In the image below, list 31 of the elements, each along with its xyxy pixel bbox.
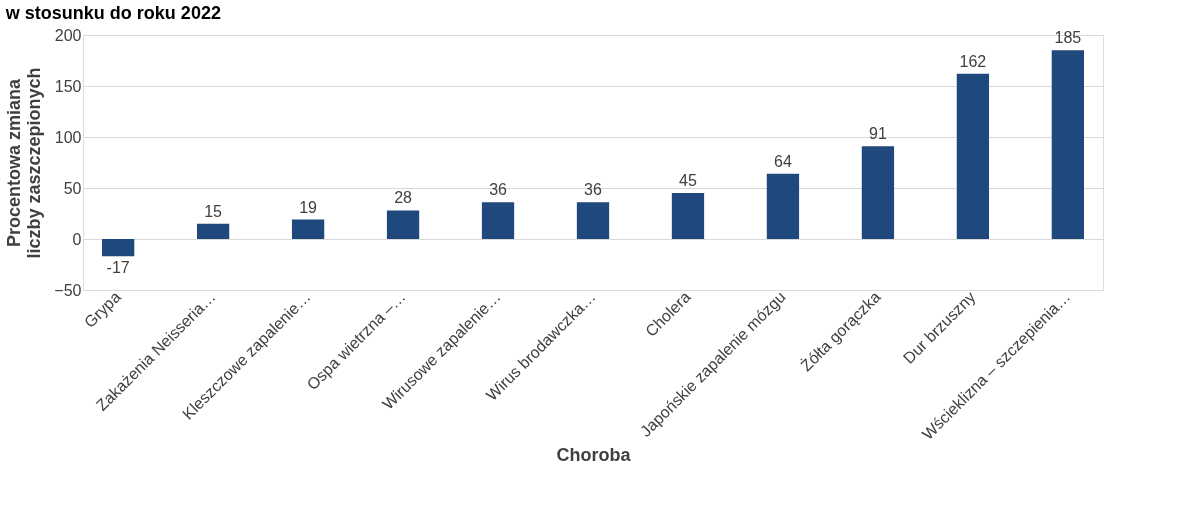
chart-title: w stosunku do roku 2022	[4, 3, 221, 23]
bar	[101, 239, 135, 257]
x-axis-title: Choroba	[556, 444, 632, 465]
y-axis-title: Procentowa zmiana liczby zaszczepionych	[4, 67, 45, 259]
y-tick-label: −50	[54, 281, 82, 299]
data-label: 36	[584, 181, 602, 199]
bar	[576, 202, 610, 239]
bar	[671, 193, 705, 239]
bar	[386, 210, 420, 239]
data-label: 28	[394, 189, 413, 207]
bar	[196, 223, 230, 239]
y-tick-label: 200	[54, 26, 82, 44]
data-label: 19	[299, 198, 318, 216]
bar	[291, 219, 325, 239]
y-tick-label: 50	[63, 179, 82, 197]
y-tick-label: 100	[54, 128, 82, 146]
data-label: 45	[679, 172, 697, 190]
y-tick-label: 150	[54, 77, 82, 95]
y-tick-label: 0	[72, 230, 82, 248]
bar	[481, 202, 515, 239]
data-label: -17	[106, 259, 130, 277]
data-label: 91	[869, 125, 887, 143]
data-label: 36	[489, 181, 508, 199]
data-label: 185	[1054, 29, 1082, 47]
bar	[861, 146, 895, 239]
data-label: 64	[774, 152, 792, 170]
data-label: 162	[959, 52, 987, 70]
bar	[1051, 50, 1085, 239]
bar	[956, 73, 990, 239]
bar	[766, 173, 800, 239]
data-label: 15	[204, 202, 223, 220]
